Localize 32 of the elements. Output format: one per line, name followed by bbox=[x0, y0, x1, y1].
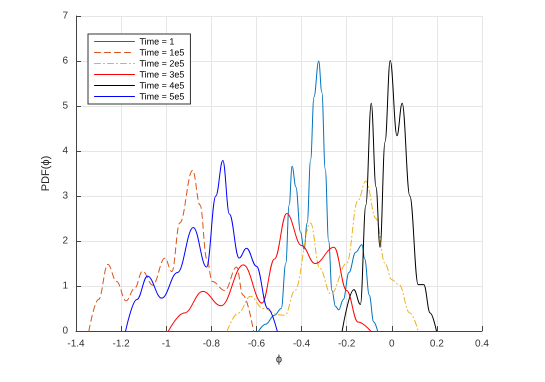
y-tick-label: 1 bbox=[62, 280, 68, 292]
line-series bbox=[342, 60, 437, 332]
y-axis-title: PDF(ϕ) bbox=[40, 156, 52, 192]
x-tick-label: -0.6 bbox=[248, 338, 266, 350]
x-tick-label: 0.4 bbox=[475, 338, 490, 350]
legend-label: Time = 1e5 bbox=[140, 48, 184, 58]
y-tick-label: 3 bbox=[62, 190, 68, 202]
y-tick-label: 4 bbox=[62, 146, 68, 156]
y-tick-label: 7 bbox=[62, 10, 68, 22]
y-tick-label: 5 bbox=[62, 100, 68, 112]
legend-label: Time = 4e5 bbox=[140, 80, 184, 90]
line-series bbox=[258, 60, 378, 332]
legend-label: Time = 3e5 bbox=[140, 70, 184, 80]
x-tick-label: -1.4 bbox=[67, 338, 86, 350]
x-tick-label: -1.2 bbox=[112, 338, 130, 350]
line-series bbox=[125, 160, 278, 332]
y-tick-label: 2 bbox=[62, 236, 68, 246]
legend-label: Time = 5e5 bbox=[140, 92, 184, 102]
x-tick-label: -1 bbox=[162, 338, 172, 350]
line-series bbox=[88, 170, 254, 332]
y-tick-label: 6 bbox=[62, 56, 68, 66]
line-series bbox=[226, 180, 419, 332]
y-tick-label: 0 bbox=[62, 326, 68, 336]
legend-label: Time = 2e5 bbox=[140, 58, 184, 68]
legend-label: Time = 1 bbox=[140, 36, 174, 46]
x-tick-label: -0.2 bbox=[338, 338, 356, 350]
x-axis-title: ϕ bbox=[276, 353, 282, 366]
line-series bbox=[168, 213, 372, 332]
x-tick-label: 0 bbox=[388, 338, 395, 350]
x-tick-label: 0.2 bbox=[430, 338, 444, 350]
x-tick-label: -0.8 bbox=[202, 338, 220, 350]
x-tick-label: -0.4 bbox=[292, 338, 311, 350]
